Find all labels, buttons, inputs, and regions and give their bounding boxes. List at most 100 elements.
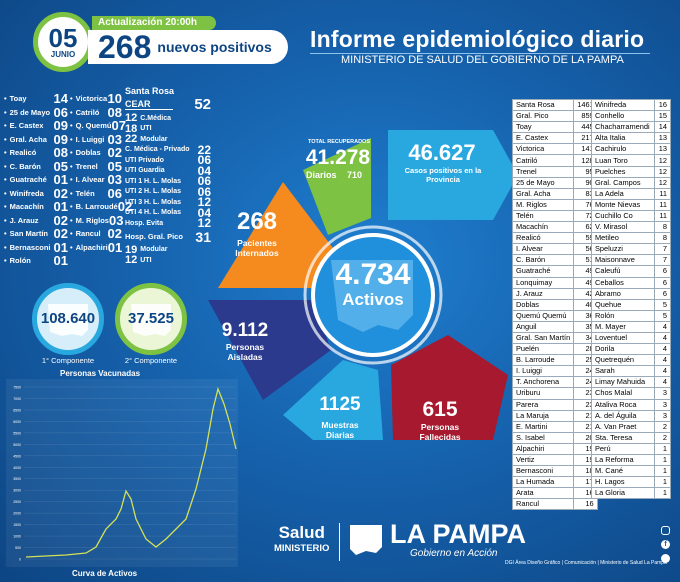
count-cell: 3 (654, 398, 671, 411)
locality-count: 01 (53, 253, 68, 269)
locality-cell: A. Van Praet (590, 420, 656, 433)
locality-cell: Cuchillo Co (590, 209, 656, 223)
bullet-icon: • (4, 161, 7, 171)
count-cell: 8 (654, 221, 671, 234)
locality-row: • Bernasconi 01 (4, 239, 68, 255)
bullet-icon: • (4, 121, 7, 131)
locality-row: • Guatraché 01 (4, 172, 68, 187)
table-row: I. Luiggi 24 (511, 365, 598, 378)
locality-cell: Ceballos (590, 276, 656, 289)
count-cell: 12 (654, 154, 671, 167)
locality-name: Realicó (9, 148, 37, 158)
facebook-icon[interactable]: f (661, 540, 670, 549)
count-cell: 7 (654, 254, 671, 267)
locality-cell: Victorica (511, 143, 575, 156)
count-cell: 6 (654, 276, 671, 289)
hospital-row: 19 Modular (125, 244, 211, 256)
wheel-ring (303, 225, 443, 365)
table-row: H. Lagos 1 (590, 476, 671, 489)
daily-label: Diarios (306, 170, 337, 180)
twitter-icon[interactable] (661, 554, 670, 563)
count-cell: 4 (654, 343, 671, 356)
count-cell: 7 (654, 243, 671, 256)
count-cell: 3 (654, 387, 671, 400)
instagram-icon[interactable] (661, 526, 670, 535)
locality-name: Catriló (75, 107, 100, 117)
bullet-icon: • (70, 242, 73, 252)
locality-name: Gral. Acha (9, 134, 47, 144)
locality-name: Trenel (75, 161, 98, 171)
locality-cell: E. Martini (511, 420, 575, 433)
locality-count: 01 (53, 239, 68, 255)
count-cell: 11 (654, 198, 671, 211)
hospital-count: 12 (125, 254, 138, 267)
table-row: Cachirulo 13 (590, 143, 671, 156)
bullet-icon: • (4, 107, 7, 117)
date-badge: 05 JUNIO (33, 12, 93, 72)
table-row: Toay 445 (511, 121, 598, 134)
table-row: La Adela 11 (590, 187, 671, 200)
table-row: Macachín 62 (511, 221, 598, 234)
locality-count: 09 (53, 131, 68, 147)
deaths-label: Personas Fallecidas (419, 422, 461, 442)
positives-value: 46.627 (408, 140, 476, 165)
hospital-count: 18 (125, 122, 138, 135)
hospital-count: 06 (197, 184, 211, 199)
santa-rosa-label: Santa Rosa (125, 86, 175, 96)
locality-row: • 25 de Mayo 06 (4, 105, 68, 120)
locality-cell: Luan Toro (590, 154, 656, 167)
table-row: Chos Malal 3 (590, 387, 671, 400)
locality-name: M. Riglos (75, 215, 109, 225)
locality-row: • Alpachiri 01 (70, 240, 122, 255)
table-row: Realicó 59 (511, 232, 598, 245)
locality-cell: M. Mayer (590, 320, 656, 333)
count-cell: 14 (654, 121, 671, 134)
table-row: M. Mayer 4 (590, 320, 671, 333)
locality-name: Q. Quemú (75, 121, 112, 131)
locality-count: 08 (53, 145, 68, 161)
y-tick-label: 3500 (13, 477, 21, 481)
table-row: Winifreda 16 (590, 98, 671, 112)
locality-cell: C. Barón (511, 254, 575, 267)
hospital-row: C. Médica - Privado 22 (125, 143, 211, 157)
locality-count: 10 (107, 91, 122, 107)
locality-cell: Telén (511, 209, 575, 223)
bullet-icon: • (4, 148, 7, 158)
isolated-label: Personas Aisladas (225, 342, 265, 362)
count-cell: 16 (654, 98, 671, 112)
locality-cell: Winifreda (590, 98, 656, 112)
locality-cell: Puelches (590, 165, 656, 178)
date-day: 05 (48, 22, 78, 53)
count-cell: 4 (654, 331, 671, 345)
locality-cell: Abramo (590, 287, 656, 300)
count-cell: 2 (654, 420, 671, 433)
locality-list-middle: • Victorica 10 • Catriló 08 • Q. Quemú 07 • I. Lui… (70, 91, 132, 255)
footer-divider (339, 523, 340, 561)
locality-row: • Macachín 01 (4, 199, 68, 214)
count-cell: 8 (654, 232, 671, 245)
locality-cell: A. del Águila (590, 409, 656, 422)
table-row: Speluzzi 7 (590, 243, 671, 256)
table-row: Bernasconi 18 (511, 465, 598, 478)
locality-row: • Toay 14 (4, 91, 68, 106)
new-cases-number: 268 (98, 28, 152, 65)
locality-cell: H. Lagos (590, 476, 656, 489)
table-row: Dorila 4 (590, 343, 671, 356)
table-row: B. Larroude 25 (511, 354, 598, 367)
title-divider (310, 53, 650, 54)
table-row: A. del Águila 3 (590, 409, 671, 422)
locality-row: • J. Arauz 02 (4, 213, 68, 228)
locality-cell: La Adela (590, 187, 656, 200)
active-value: 4.734 (335, 258, 411, 291)
cear-label: CEAR (125, 99, 173, 110)
count-cell: 2 (654, 431, 671, 444)
y-tick-label: 2500 (13, 500, 21, 504)
locality-row: • Rolón 01 (4, 253, 68, 269)
table-row: Loventuel 4 (590, 331, 671, 345)
samples-segment (283, 360, 383, 440)
table-row: Rolón 5 (590, 309, 671, 322)
santa-rosa-rows: 12 C.Médica 18 UTI 22 Modular (125, 112, 211, 145)
la-pampa-map-icon (350, 525, 382, 555)
hospital-count: 04 (197, 205, 211, 220)
daily-value: 710 (347, 170, 363, 180)
